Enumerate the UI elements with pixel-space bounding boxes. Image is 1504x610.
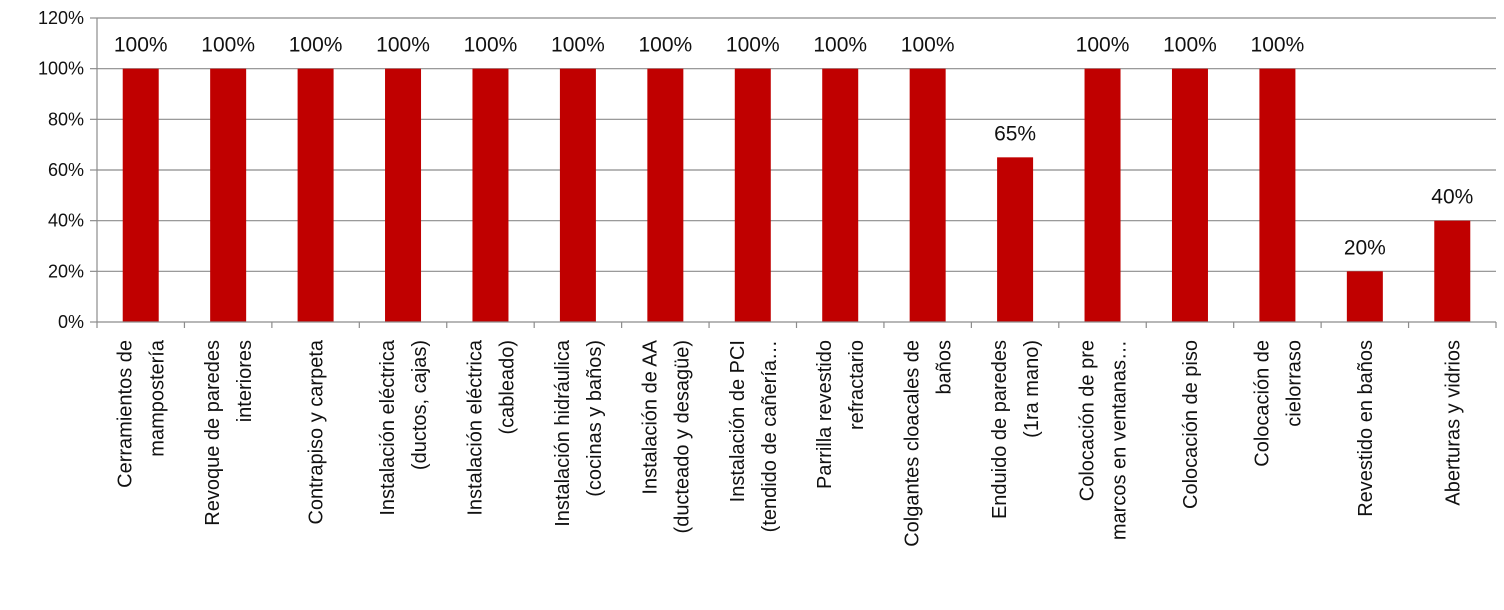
data-label-16: 40% <box>1431 186 1473 209</box>
y-tick-label-60: 60% <box>48 160 84 180</box>
data-label-9: 100% <box>813 34 867 57</box>
bar-6 <box>559 68 596 323</box>
category-label-10-line-2: baños <box>934 340 956 395</box>
category-label-6-line-2: (cocinas y baños) <box>584 340 606 497</box>
data-label-14: 100% <box>1251 34 1305 57</box>
bar-14 <box>1259 68 1296 323</box>
category-label-7-line-2: (ducteado y desagüe) <box>671 340 693 533</box>
category-label-12-line-2: marcos en ventanas… <box>1109 340 1131 540</box>
bars <box>122 68 1471 323</box>
data-labels: 100% 100% 100% 100% 100% 100% 100% 100% 100% 100%… <box>114 34 1473 260</box>
category-label-9-line-1: Parrilla revestido <box>814 340 836 489</box>
y-axis-ticks: 0% 20% 40% 60% 80% 100% 120% <box>38 8 97 332</box>
category-label-2-line-1: Revoque de paredes <box>202 340 224 526</box>
category-label-8-line-2: (tendido de cañería… <box>759 340 781 532</box>
category-label-1-line-2: mampostería <box>147 339 169 457</box>
y-tick-label-0: 0% <box>58 312 84 332</box>
bar-5 <box>472 68 509 323</box>
category-label-11-line-1: Enduido de paredes <box>989 340 1011 519</box>
category-label-10-line-1: Colgantes cloacales de <box>902 340 924 547</box>
y-tick-label-100: 100% <box>38 59 84 79</box>
category-label-3-line-1: Contrapiso y carpeta <box>306 339 328 524</box>
data-label-11: 65% <box>994 122 1036 145</box>
data-label-15: 20% <box>1344 236 1386 259</box>
bar-9 <box>822 68 859 323</box>
data-label-12: 100% <box>1076 34 1130 57</box>
bar-4 <box>385 68 422 323</box>
category-label-5-line-2: (cableado) <box>496 340 518 435</box>
data-label-5: 100% <box>464 34 518 57</box>
x-axis-ticks <box>96 322 1497 328</box>
y-tick-label-80: 80% <box>48 109 84 129</box>
bar-3 <box>297 68 334 323</box>
bar-7 <box>647 68 684 323</box>
category-label-14-line-2: cielorraso <box>1283 340 1305 427</box>
bar-11 <box>997 157 1034 322</box>
data-label-2: 100% <box>201 34 255 57</box>
bar-8 <box>734 68 771 323</box>
y-tick-label-40: 40% <box>48 211 84 231</box>
category-label-16-line-1: Aberturas y vidrios <box>1442 340 1464 506</box>
category-labels: Cerramientos de mampostería Revoque de par… <box>115 339 1465 547</box>
category-label-8-line-1: Instalación de PCI <box>727 340 749 502</box>
bar-10 <box>909 68 946 323</box>
category-label-14-line-1: Colocación de <box>1251 340 1273 467</box>
data-label-6: 100% <box>551 34 605 57</box>
y-tick-label-120: 120% <box>38 8 84 28</box>
category-label-4-line-1: Instalación eléctrica <box>377 339 399 516</box>
data-label-13: 100% <box>1163 34 1217 57</box>
data-label-1: 100% <box>114 34 168 57</box>
category-label-15-line-1: Revestido en baños <box>1355 340 1377 517</box>
category-label-2-line-2: interiores <box>234 340 256 422</box>
data-label-3: 100% <box>289 34 343 57</box>
bar-13 <box>1171 68 1208 323</box>
category-label-9-line-2: refractario <box>846 340 868 430</box>
bar-12 <box>1084 68 1121 323</box>
data-label-4: 100% <box>376 34 430 57</box>
bar-2 <box>210 68 247 323</box>
bar-16 <box>1434 220 1471 322</box>
category-label-11-line-2: (1ra mano) <box>1021 340 1043 438</box>
category-label-13-line-1: Colocación de piso <box>1180 340 1202 509</box>
category-label-5-line-1: Instalación eléctrica <box>464 339 486 516</box>
category-label-12-line-1: Colocación de pre <box>1077 340 1099 501</box>
data-label-7: 100% <box>638 34 692 57</box>
bar-15 <box>1346 271 1383 322</box>
bar-1 <box>122 68 159 323</box>
category-label-7-line-1: Instalación de AA <box>639 339 661 494</box>
y-tick-label-20: 20% <box>48 261 84 281</box>
data-label-8: 100% <box>726 34 780 57</box>
category-label-4-line-2: (ductos, cajas) <box>409 340 431 470</box>
data-label-10: 100% <box>901 34 955 57</box>
category-label-6-line-1: Instalación hidráulica <box>552 339 574 527</box>
category-label-1-line-1: Cerramientos de <box>115 340 137 488</box>
